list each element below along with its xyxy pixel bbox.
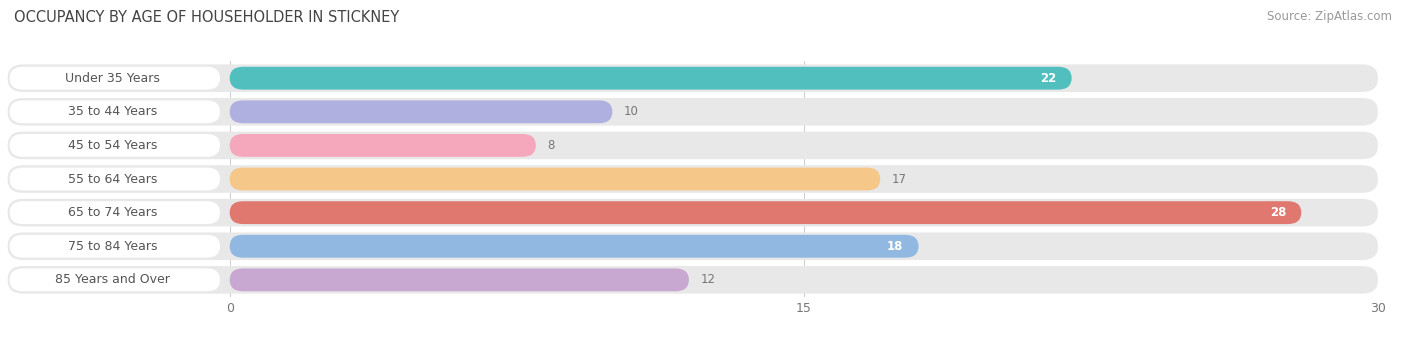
FancyBboxPatch shape: [7, 98, 1378, 125]
Text: 65 to 74 Years: 65 to 74 Years: [69, 206, 157, 219]
Text: Source: ZipAtlas.com: Source: ZipAtlas.com: [1267, 10, 1392, 23]
Text: 10: 10: [624, 105, 638, 118]
FancyBboxPatch shape: [10, 268, 221, 291]
FancyBboxPatch shape: [7, 199, 1378, 226]
FancyBboxPatch shape: [229, 201, 1302, 224]
Text: 18: 18: [887, 240, 903, 253]
FancyBboxPatch shape: [7, 233, 1378, 260]
Text: 17: 17: [891, 173, 907, 186]
FancyBboxPatch shape: [10, 235, 221, 258]
FancyBboxPatch shape: [10, 167, 221, 191]
FancyBboxPatch shape: [229, 268, 689, 291]
FancyBboxPatch shape: [7, 165, 1378, 193]
FancyBboxPatch shape: [10, 134, 221, 157]
Text: 45 to 54 Years: 45 to 54 Years: [69, 139, 157, 152]
FancyBboxPatch shape: [10, 201, 221, 224]
Text: 75 to 84 Years: 75 to 84 Years: [67, 240, 157, 253]
FancyBboxPatch shape: [229, 235, 918, 258]
Text: Under 35 Years: Under 35 Years: [66, 72, 160, 85]
FancyBboxPatch shape: [7, 266, 1378, 294]
FancyBboxPatch shape: [229, 167, 880, 191]
Text: 28: 28: [1270, 206, 1286, 219]
FancyBboxPatch shape: [229, 100, 613, 123]
Text: 8: 8: [547, 139, 555, 152]
FancyBboxPatch shape: [10, 67, 221, 90]
FancyBboxPatch shape: [229, 134, 536, 157]
FancyBboxPatch shape: [229, 67, 1071, 90]
Text: OCCUPANCY BY AGE OF HOUSEHOLDER IN STICKNEY: OCCUPANCY BY AGE OF HOUSEHOLDER IN STICK…: [14, 10, 399, 25]
Text: 55 to 64 Years: 55 to 64 Years: [69, 173, 157, 186]
Text: 35 to 44 Years: 35 to 44 Years: [69, 105, 157, 118]
Text: 22: 22: [1040, 72, 1056, 85]
FancyBboxPatch shape: [10, 100, 221, 123]
Text: 85 Years and Over: 85 Years and Over: [55, 273, 170, 286]
Text: 12: 12: [700, 273, 716, 286]
FancyBboxPatch shape: [7, 132, 1378, 159]
FancyBboxPatch shape: [7, 64, 1378, 92]
